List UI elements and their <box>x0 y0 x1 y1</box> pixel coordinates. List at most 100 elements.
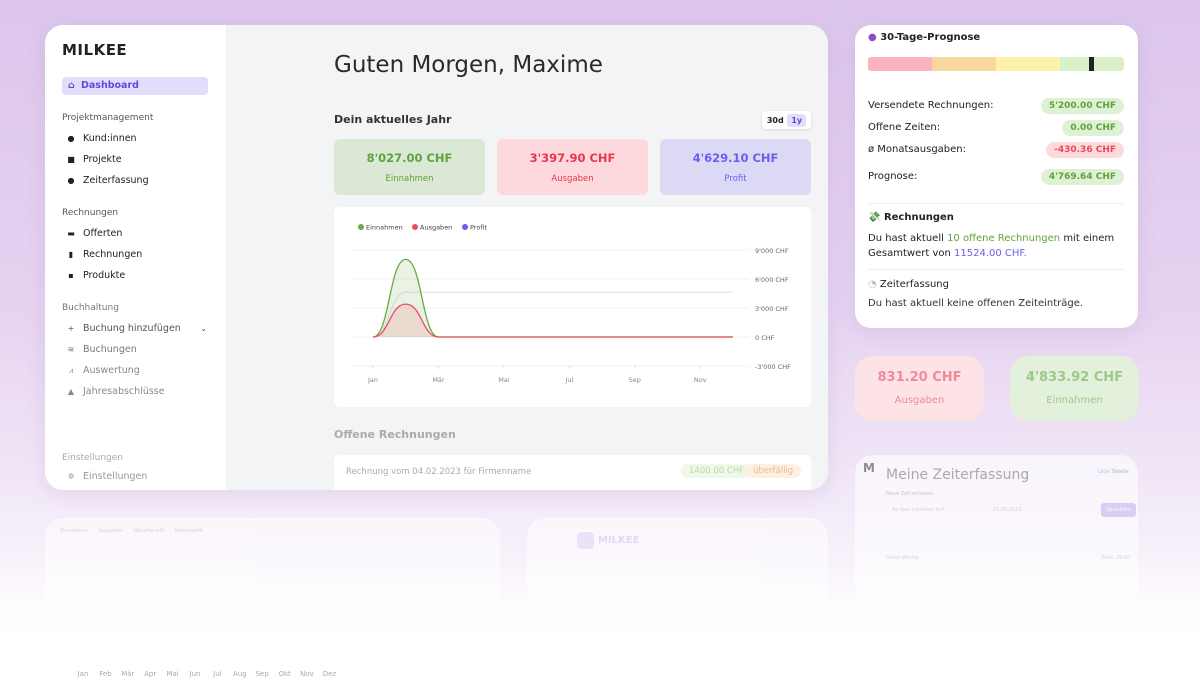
legend-label[interactable]: Einnahmen <box>366 224 403 232</box>
save-button[interactable]: Speichern <box>1101 503 1136 517</box>
date-input[interactable]: 01.05.2023 <box>993 507 1022 513</box>
line-ausgaben <box>372 303 733 338</box>
forecast-title: ● 30-Tage-Prognose <box>868 32 981 43</box>
y-tick-label: 3'000 CHF <box>755 305 789 313</box>
overdue-badge: überfällig <box>745 464 802 478</box>
bottom-chart-month-label: Mai <box>166 670 179 678</box>
profit-card: 4'629.10 CHF Profit <box>660 139 811 195</box>
week-label: Diese Woche <box>886 555 919 561</box>
income-card: 8'027.00 CHF Einnahmen <box>334 139 485 195</box>
invoice-row[interactable]: Rechnung vom 04.02.2023 für Firmenname 1… <box>334 455 811 490</box>
sidebar: MILKEE ⌂ Dashboard Projektmanagement ● Kun… <box>45 25 226 490</box>
sidebar-item-einstellungen[interactable]: ✲ Einstellungen <box>67 471 148 482</box>
x-tick-label: Jan <box>367 376 378 384</box>
gear-icon: ✲ <box>67 472 75 481</box>
coins-icon: ≋ <box>67 345 75 354</box>
plus-icon: + <box>67 324 75 333</box>
line-profit <box>372 291 733 338</box>
task-input[interactable]: An was arbeitest du? <box>892 507 945 513</box>
view-tabs[interactable]: Liste Tabelle <box>1098 469 1129 475</box>
sidebar-item-buchungen[interactable]: ≋ Buchungen <box>67 344 137 355</box>
small-income-card: 4'833.92 CHF Einnahmen <box>1010 356 1139 421</box>
bottom-chart-month-label: Jan <box>77 670 89 678</box>
year-title: Dein aktuelles Jahr <box>334 113 452 126</box>
legend-marker <box>358 224 364 230</box>
x-tick-label: Jul <box>564 376 573 384</box>
x-tick-label: Nov <box>694 376 707 384</box>
bottom-chart-month-label: Aug <box>232 670 247 678</box>
forecast-segment <box>996 57 1060 71</box>
invoice-amount: 1400.00 CHF <box>681 464 753 478</box>
week-total: Total: 29:00 <box>1101 555 1131 561</box>
range-toggle[interactable]: 30d 1y <box>762 111 811 129</box>
bottom-chart-month-label: Jun <box>189 670 201 678</box>
time-title: Meine Zeiterfassung <box>886 467 1030 483</box>
forecast-row-value: -430.36 CHF <box>1046 142 1124 158</box>
bottom-chart-month-axis: Jan Feb Mär Apr Mai Jun Jul Aug Sep Okt Nov Dez <box>45 670 500 682</box>
section-projektmanagement: Projektmanagement <box>62 113 154 123</box>
forecast-row-label: Prognose: <box>868 171 918 182</box>
legend-label[interactable]: Profit <box>470 224 487 232</box>
section-buchhaltung: Buchhaltung <box>62 303 119 313</box>
toggle-1y[interactable]: 1y <box>787 113 807 127</box>
tab-liste[interactable]: Liste <box>1098 469 1110 475</box>
sidebar-item-auswertung[interactable]: ⩘ Auswertung <box>68 365 140 376</box>
legend-label[interactable]: Ausgaben <box>420 224 452 232</box>
crystal-ball-icon: ● <box>868 32 877 43</box>
bottom-chart-month-label: Okt <box>278 670 291 678</box>
forecast-segment <box>868 57 932 71</box>
invoices-heading: 💸 Rechnungen <box>868 212 954 223</box>
bottom-chart-month-label: Sep <box>255 670 269 678</box>
y-tick-label: 6'000 CHF <box>755 276 789 284</box>
home-icon: ⌂ <box>68 80 75 91</box>
sidebar-item-dashboard[interactable]: ⌂ Dashboard <box>62 77 208 95</box>
sidebar-item-rechnungen[interactable]: ▮ Rechnungen <box>68 249 143 260</box>
area-ausgaben <box>373 304 733 337</box>
bottom-chart-month-label: Apr <box>144 670 157 678</box>
section-einstellungen: Einstellungen <box>62 453 124 463</box>
divider <box>868 203 1124 204</box>
fade-overlay <box>0 560 1200 691</box>
sidebar-item-buchung-hinzufuegen[interactable]: + Buchung hinzufügen ⌄ <box>67 323 207 334</box>
y-tick-label: -3'000 CHF <box>755 363 791 371</box>
sidebar-item-projekte[interactable]: ■ Projekte <box>67 154 122 165</box>
boxes-icon: ▪ <box>68 271 74 280</box>
logo: MILKEE <box>62 41 128 59</box>
bottom-chart-month-label: Mär <box>121 670 135 678</box>
toggle-30d[interactable]: 30d <box>766 115 784 125</box>
sidebar-item-produkte[interactable]: ▪ Produkte <box>68 270 126 281</box>
sidebar-item-zeiterfassung[interactable]: ● Zeiterfassung <box>67 175 149 186</box>
bottom-chart-month-label: Nov <box>300 670 314 678</box>
bottom-chart-month-label: Dez <box>322 670 337 678</box>
time-summary: Du hast aktuell keine offenen Zeiteinträ… <box>868 298 1084 309</box>
open-invoices-title: Offene Rechnungen <box>334 428 456 441</box>
open-invoices-link[interactable]: 10 offene Rechnungen <box>947 233 1061 244</box>
chart-card: 9'000 CHF 6'000 CHF 3'000 CHF 0 CHF -3'000 C… <box>334 207 811 407</box>
invoice-text: Rechnung vom 04.02.2023 für Firmenname <box>346 467 532 477</box>
legend-marker <box>412 224 418 230</box>
forecast-row-label: ø Monatsausgaben: <box>868 144 966 155</box>
users-icon: ● <box>67 134 75 143</box>
handshake-icon: ▬ <box>67 229 75 238</box>
area-einnahmen <box>373 259 733 337</box>
time-heading: ◔ Zeiterfassung <box>868 279 949 290</box>
forecast-row-value: 0.00 CHF <box>1062 120 1124 136</box>
sidebar-item-kunden[interactable]: ● Kund:innen <box>67 133 137 144</box>
tab-tabelle[interactable]: Tabelle <box>1111 469 1129 475</box>
sidebar-item-jahresabschluesse[interactable]: ▲ Jahresabschlüsse <box>67 386 165 397</box>
forecast-row-value: 5'200.00 CHF <box>1040 98 1124 114</box>
y-tick-label: 9'000 CHF <box>755 247 789 255</box>
sidebar-item-offerten[interactable]: ▬ Offerten <box>67 228 123 239</box>
new-time-label: Neue Zeit erfassen <box>886 491 934 497</box>
milkee-logo-icon <box>577 532 594 549</box>
bottom-chart-legend: Einnahmen Ausgaben Monatsprofit Jahresprofi… <box>60 528 204 534</box>
x-tick-label: Mär <box>432 376 445 384</box>
x-tick-label: Mai <box>498 376 510 384</box>
forecast-marker <box>1088 57 1094 71</box>
expenses-card: 3'397.90 CHF Ausgaben <box>497 139 648 195</box>
forecast-segment <box>932 57 996 71</box>
clock-icon: ◔ <box>868 279 877 290</box>
income-chart: 9'000 CHF 6'000 CHF 3'000 CHF 0 CHF -3'000 C… <box>354 224 791 384</box>
forecast-row-label: Versendete Rechnungen: <box>868 100 994 111</box>
forecast-row-value: 4'769.64 CHF <box>1040 169 1124 185</box>
